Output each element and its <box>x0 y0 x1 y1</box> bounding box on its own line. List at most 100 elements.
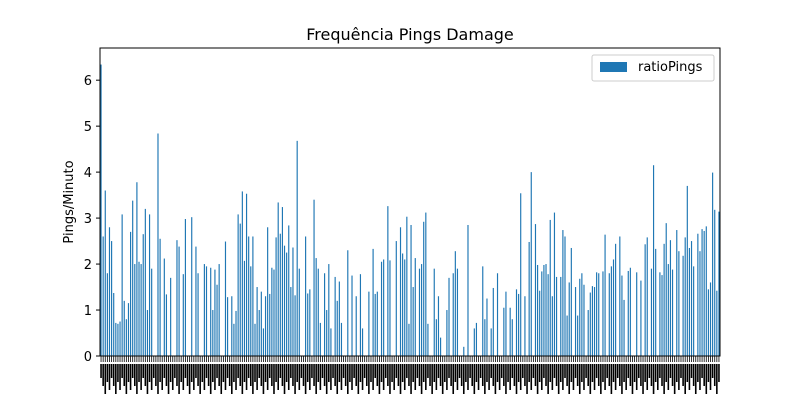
bar <box>351 275 353 356</box>
bar <box>496 273 499 356</box>
bar <box>279 233 281 356</box>
bar <box>541 271 543 356</box>
x-tick-label-band <box>100 364 720 394</box>
bar <box>539 290 541 356</box>
bar <box>248 236 250 356</box>
bar <box>678 251 680 356</box>
bar <box>619 236 621 356</box>
bar <box>406 216 408 356</box>
bar <box>313 199 315 356</box>
bar <box>410 224 412 356</box>
bar <box>136 182 138 356</box>
bar <box>170 277 172 356</box>
bar <box>157 133 159 356</box>
bar <box>402 253 404 356</box>
bar <box>117 323 119 356</box>
bar <box>231 296 233 356</box>
y-tick-label: 5 <box>84 120 92 135</box>
bar <box>669 240 672 356</box>
bar <box>686 185 688 356</box>
bar <box>568 282 570 356</box>
bar <box>250 266 252 356</box>
bar <box>144 208 146 356</box>
bar <box>330 328 332 356</box>
bar <box>275 237 277 356</box>
bar <box>446 310 448 356</box>
bar <box>579 278 581 356</box>
bar <box>608 273 610 356</box>
bar <box>376 291 378 356</box>
bar <box>555 276 558 356</box>
bar <box>260 291 262 356</box>
y-tick-label: 1 <box>84 304 92 319</box>
bar <box>452 273 454 356</box>
x-tick-marks <box>100 356 720 394</box>
bar <box>570 247 572 356</box>
bar <box>437 296 440 356</box>
bar <box>130 231 132 356</box>
bar <box>661 275 663 356</box>
bar <box>224 241 227 356</box>
bar <box>355 296 357 356</box>
bar <box>142 234 144 356</box>
bar <box>319 322 321 356</box>
bar <box>515 289 518 356</box>
bar <box>163 258 165 356</box>
bar <box>423 221 425 356</box>
bar <box>646 237 648 356</box>
bar <box>652 165 655 356</box>
bar <box>197 273 199 356</box>
bar <box>281 207 283 356</box>
bar <box>712 172 714 356</box>
bar <box>593 287 596 356</box>
bar <box>273 269 275 356</box>
legend-box <box>591 54 715 82</box>
bar <box>650 268 653 356</box>
bar <box>315 258 317 356</box>
bar <box>421 264 423 356</box>
bar <box>256 287 258 356</box>
bar <box>347 250 349 356</box>
bar <box>252 236 254 356</box>
bar <box>336 300 338 356</box>
bar <box>564 236 566 356</box>
bar <box>298 268 300 356</box>
bar <box>703 230 705 356</box>
bar <box>404 259 406 356</box>
bar <box>543 264 545 356</box>
bar <box>671 269 674 356</box>
bar <box>505 291 507 356</box>
bar <box>425 212 427 356</box>
bar <box>205 266 208 356</box>
bar <box>596 272 598 356</box>
bar <box>195 246 197 356</box>
bar <box>146 310 149 356</box>
plot-area-frame <box>99 47 721 357</box>
bar <box>237 214 239 356</box>
bar <box>435 319 437 356</box>
bar <box>551 296 553 356</box>
bar <box>427 323 429 356</box>
bar <box>612 259 615 356</box>
legend-label: ratioPings <box>638 60 703 75</box>
bar <box>258 310 260 356</box>
bar <box>307 293 309 356</box>
bar <box>286 252 288 356</box>
bar <box>581 273 583 356</box>
bar <box>640 280 642 356</box>
bar <box>448 277 450 356</box>
bar <box>210 267 212 356</box>
bar <box>254 323 256 356</box>
bar <box>212 310 214 356</box>
bar <box>412 287 414 356</box>
bar <box>636 272 638 356</box>
bar <box>368 291 370 356</box>
y-axis: 0 1 2 3 4 5 6 <box>84 74 100 365</box>
bar <box>262 328 265 356</box>
bar <box>615 243 617 356</box>
y-axis-label: Pings/Minuto <box>62 160 77 243</box>
bar <box>553 212 556 356</box>
bar <box>389 260 391 356</box>
bar <box>132 200 134 356</box>
bar <box>399 227 402 356</box>
